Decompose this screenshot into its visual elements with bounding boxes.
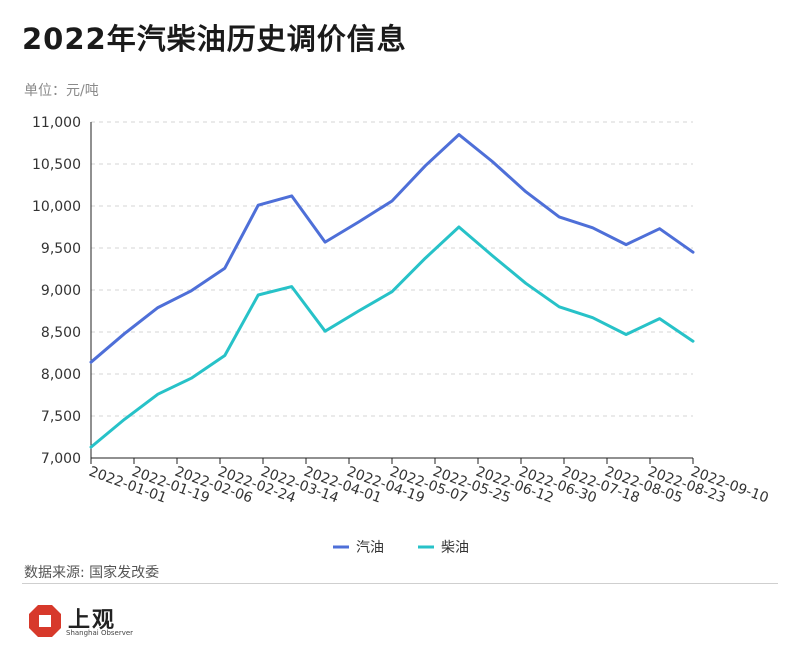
x-tick-labels: 2022-01-012022-01-192022-02-062022-02-24… <box>87 464 771 507</box>
series-line <box>89 225 695 449</box>
brand-logo[interactable]: 上观 Shanghai Observer <box>24 600 174 644</box>
unit-label: 单位：元/吨 <box>24 83 99 99</box>
footer-divider <box>22 583 778 584</box>
logo-subtitle: Shanghai Observer <box>66 629 134 637</box>
y-tick-label: 8,500 <box>41 325 81 341</box>
y-tick-labels: 7,000 7,500 8,000 8,500 9,000 9,500 10,000 10,5… <box>32 115 81 467</box>
y-tick-label: 7,000 <box>41 451 81 467</box>
y-tick-label: 7,500 <box>41 409 81 425</box>
legend-label[interactable]: 柴油 <box>441 540 469 556</box>
chart-title: 2022年汽柴油历史调价信息 <box>22 22 407 56</box>
y-tick-label: 9,500 <box>41 241 81 257</box>
y-tick-label: 10,500 <box>32 157 81 173</box>
y-tick-label: 11,000 <box>32 115 81 131</box>
logo-mark-icon <box>29 605 61 637</box>
logo-name: 上观 <box>68 607 117 633</box>
y-tick-label: 10,000 <box>32 199 81 215</box>
line-chart: 7,000 7,500 8,000 8,500 9,000 9,500 10,000 10,5… <box>32 115 771 556</box>
series-line <box>89 133 695 364</box>
data-source: 数据来源: 国家发改委 <box>24 565 160 581</box>
axes <box>90 122 694 464</box>
legend: 汽油 柴油 <box>333 540 469 556</box>
y-tick-label: 8,000 <box>41 367 81 383</box>
grid-lines <box>91 121 693 417</box>
legend-label[interactable]: 汽油 <box>356 540 384 556</box>
series-lines <box>89 133 695 449</box>
y-tick-label: 9,000 <box>41 283 81 299</box>
